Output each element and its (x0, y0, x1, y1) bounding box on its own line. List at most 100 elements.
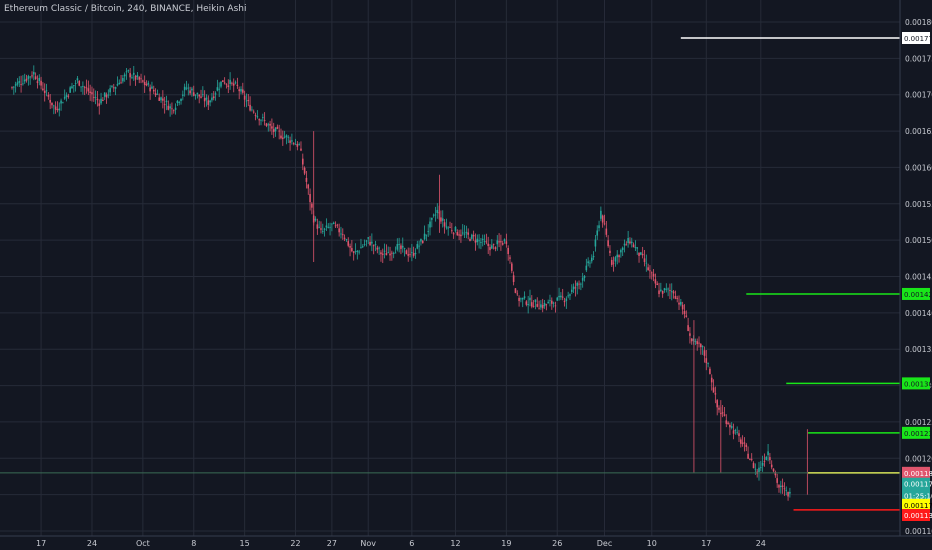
candle-body (180, 99, 182, 102)
candle-body (741, 442, 744, 444)
candle-body (51, 102, 53, 106)
x-tick-label: Dec (597, 539, 612, 548)
candle-body (218, 88, 220, 90)
candle-body (162, 98, 164, 101)
candle-body (14, 84, 17, 86)
candle-body (100, 98, 102, 104)
candle-body (460, 234, 462, 237)
candle-body (247, 99, 250, 101)
candle-body (196, 92, 199, 95)
candle-body (425, 234, 428, 236)
line-price-label-bg (902, 377, 930, 390)
candle-body (547, 301, 549, 304)
candle-body (49, 99, 51, 103)
candle-body (623, 243, 626, 246)
candle-body (518, 297, 520, 302)
candle-body (649, 270, 651, 272)
candle-body (323, 228, 326, 230)
candle-body (320, 228, 322, 230)
candle-body (280, 135, 282, 139)
price-label-bg (902, 498, 930, 511)
candle-body (92, 96, 95, 98)
candle-body (149, 87, 151, 92)
candle-body (740, 439, 742, 444)
candle-body (625, 244, 628, 246)
candle-body (223, 82, 226, 84)
candle-body (634, 247, 637, 248)
candle-body (200, 96, 202, 98)
candle-body (98, 103, 101, 106)
candle-body (665, 288, 668, 290)
candle-body (392, 252, 395, 254)
horizontal-lines[interactable] (0, 37, 900, 511)
candle-body (372, 245, 375, 247)
candle-body (83, 86, 86, 88)
candles (11, 65, 808, 501)
candle-body (469, 238, 471, 241)
candle-body (576, 282, 579, 286)
candle-body (292, 143, 295, 144)
x-tick-label: 6 (409, 539, 414, 548)
y-tick-label: 0.001700 (905, 91, 932, 100)
candle-body (663, 288, 666, 291)
line-price-label: 0.001235 (904, 430, 932, 438)
candle-body (89, 91, 91, 93)
candle-body (492, 243, 495, 245)
candle-body (276, 126, 279, 129)
y-tick-label: 0.001600 (905, 163, 932, 172)
candle-body (282, 137, 284, 139)
candle-body (258, 119, 260, 121)
candle-body (369, 241, 371, 246)
candle-body (347, 241, 350, 246)
candle-body (314, 218, 317, 221)
candle-body (272, 129, 275, 132)
candle-body (225, 83, 228, 85)
candle-body (340, 233, 342, 235)
candle-body (265, 123, 268, 126)
candle-body (65, 94, 68, 98)
candle-body (481, 238, 484, 241)
candle-body (758, 467, 760, 472)
candle-body (440, 217, 442, 222)
candle-body (307, 184, 310, 189)
candle-body (594, 239, 597, 247)
candle-body (727, 422, 729, 425)
candle-body (91, 92, 93, 95)
candle-body (512, 275, 515, 282)
time-axis[interactable]: 17 24 Oct 8 15 22 27 Nov 6 12 19 26 Dec 10 17 24 (36, 539, 766, 548)
candle-body (358, 251, 360, 253)
candle-body (220, 81, 222, 87)
candle-body (311, 203, 313, 208)
candle-body (729, 424, 731, 428)
candle-body (127, 70, 130, 72)
x-tick-label: 24 (756, 539, 766, 548)
candle-body (238, 89, 240, 92)
candle-body (531, 302, 533, 307)
y-tick-label: 0.001200 (905, 454, 932, 463)
candle-body (329, 226, 331, 228)
price-axis[interactable]: 0.0011000.0011500.0012000.0012500.001300… (905, 18, 932, 536)
candle-body (103, 92, 106, 97)
candle-body (456, 232, 459, 236)
candle-body (82, 86, 84, 87)
candle-body (156, 93, 159, 95)
candle-body (441, 218, 444, 221)
candle-body (620, 250, 622, 253)
candle-body (501, 243, 504, 245)
x-tick-label: 27 (327, 539, 337, 548)
candle-body (109, 88, 111, 93)
x-tick-label: 17 (36, 539, 46, 548)
candle-body (420, 239, 422, 242)
candle-body (514, 288, 517, 293)
candle-body (445, 226, 448, 228)
candle-body (25, 78, 28, 81)
candle-body (341, 234, 344, 236)
candle-body (123, 74, 126, 77)
candle-body (336, 224, 339, 226)
candle-body (154, 93, 157, 96)
candle-body (565, 298, 568, 302)
candle-body (687, 325, 689, 331)
candle-body (338, 228, 340, 233)
candle-body (332, 222, 335, 225)
